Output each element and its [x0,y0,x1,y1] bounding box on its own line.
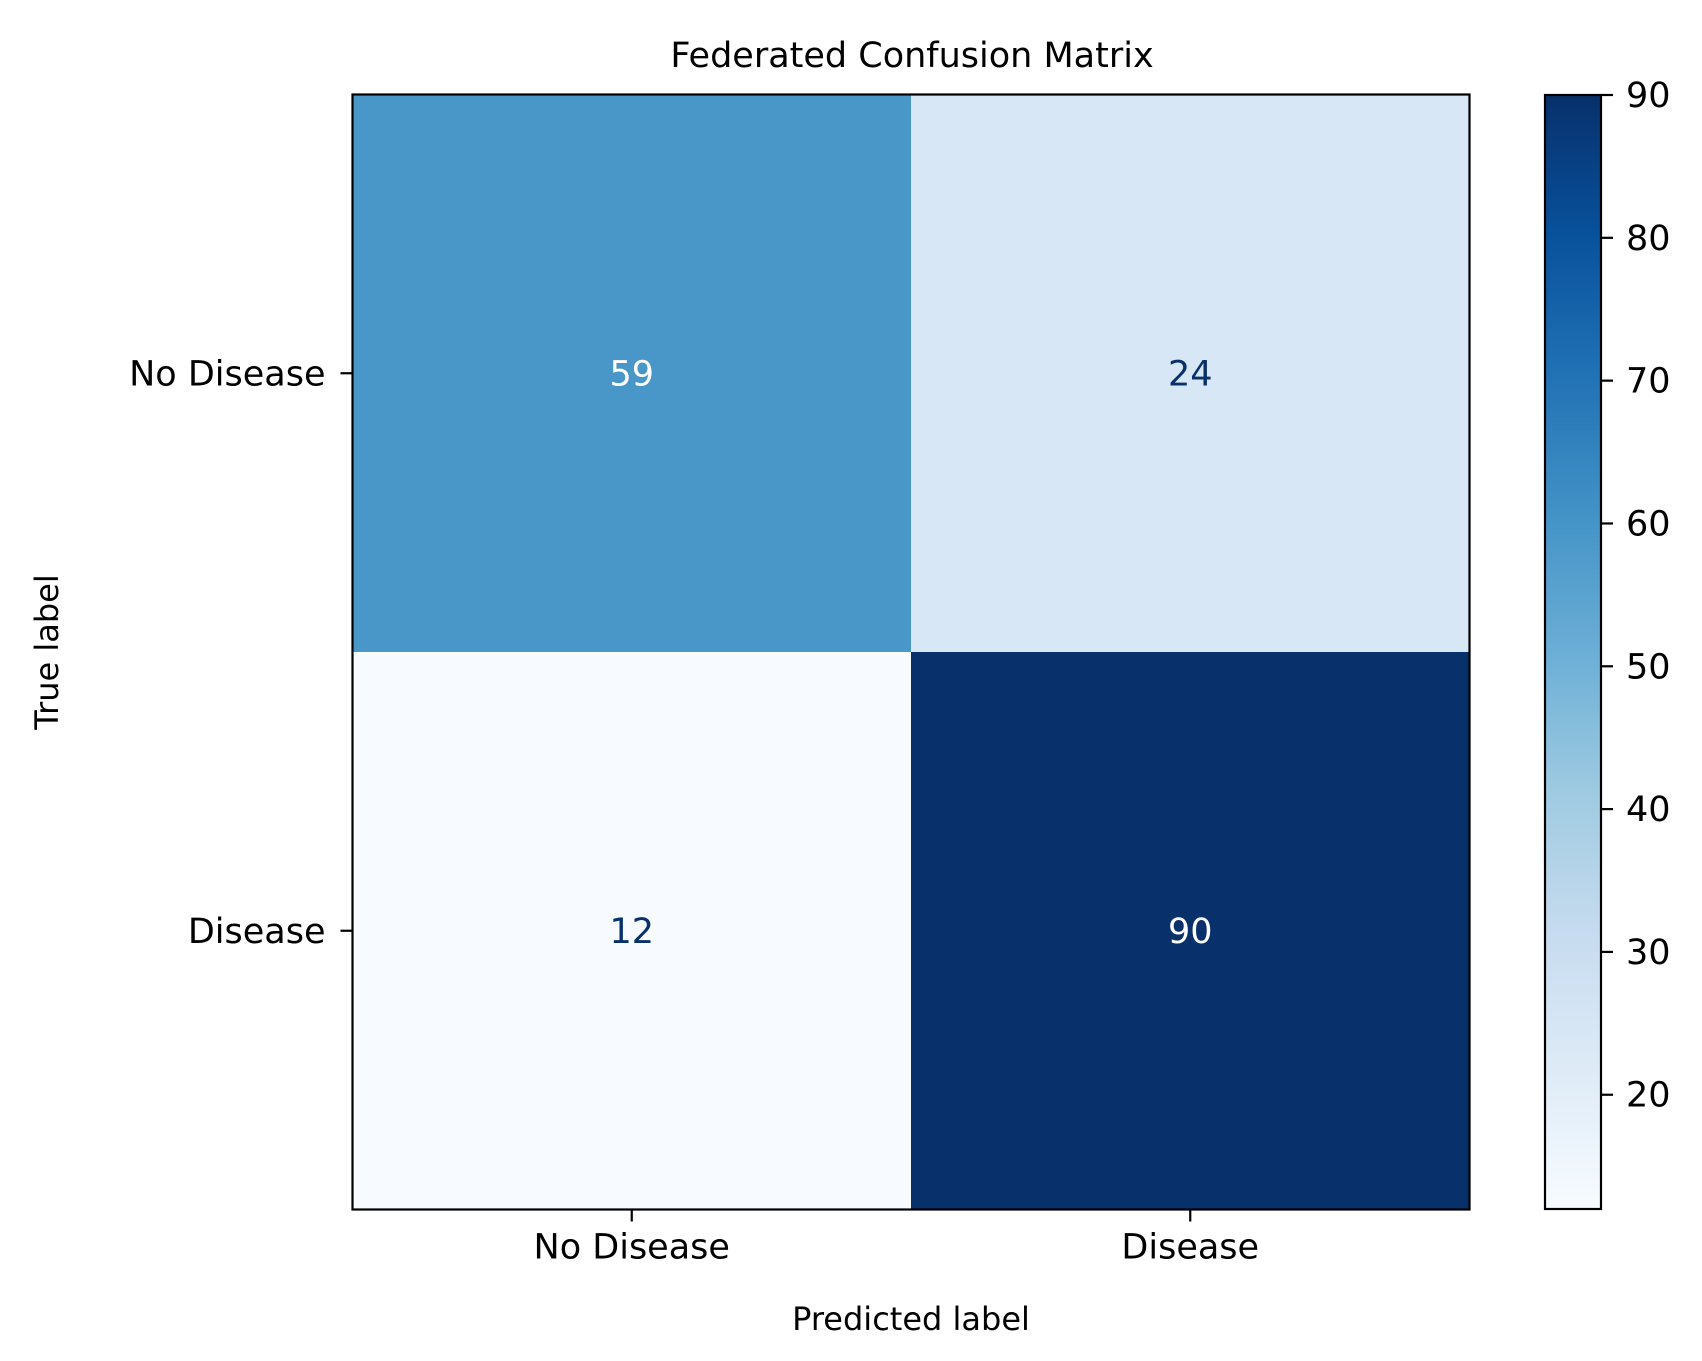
x-tick-label-0: No Disease [534,1228,730,1268]
colorbar-tick-label-0: 20 [1626,1076,1671,1116]
colorbar-tick-label-5: 70 [1626,362,1671,402]
y-axis-label: True label [28,574,66,731]
heatmap-cell-labels: 59 24 12 90 [609,354,1212,952]
x-tick-label-1: Disease [1121,1228,1259,1268]
cell-1-0 [352,652,912,1210]
y-axis-ticks: No Disease Disease [129,354,353,952]
y-tick-label-1: Disease [188,912,326,952]
colorbar [1543,93,1603,1211]
x-axis-label: Predicted label [792,1300,1030,1338]
heatmap-cells [352,94,1470,1210]
chart-title: Federated Confusion Matrix [670,36,1153,76]
colorbar-tick-label-2: 40 [1626,790,1671,830]
cell-value-0-1: 24 [1168,354,1213,394]
colorbar-tick-label-4: 60 [1626,504,1671,544]
cell-0-0 [352,94,912,653]
colorbar-tick-label-6: 80 [1626,219,1671,259]
cell-value-1-0: 12 [609,912,654,952]
plot-frame [351,93,1471,1211]
cell-0-1 [911,94,1470,653]
x-axis-ticks: No Disease Disease [534,1209,1259,1268]
colorbar-tick-label-7: 90 [1626,76,1671,116]
colorbar-ticks: 20 30 40 50 60 70 80 90 [1601,76,1671,1116]
colorbar-tick-label-1: 30 [1626,933,1671,973]
cell-value-0-0: 59 [609,354,654,394]
cell-1-1 [911,652,1470,1210]
cell-value-1-1: 90 [1168,912,1213,952]
y-tick-label-0: No Disease [129,354,325,394]
colorbar-tick-label-3: 50 [1626,647,1671,687]
